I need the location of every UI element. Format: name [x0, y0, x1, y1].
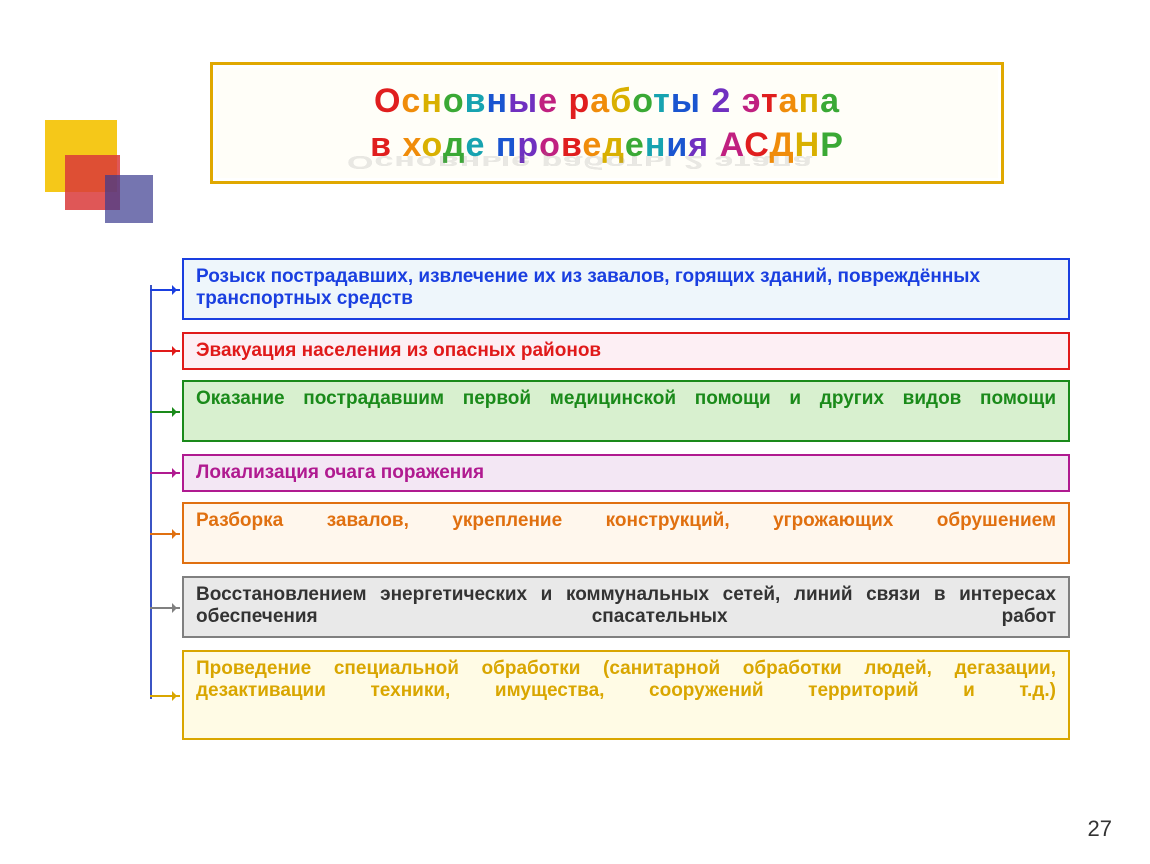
item-box-5: Разборка завалов, укрепление конструкций… [182, 502, 1070, 564]
connector-arrow-1 [150, 289, 180, 291]
connector-arrow-2 [150, 350, 180, 352]
connector-arrow-4 [150, 472, 180, 474]
connector-arrow-5 [150, 533, 180, 535]
title-reflection: Основные работы 2 этапа [210, 151, 950, 173]
item-box-2: Эвакуация населения из опасных районов [182, 332, 1070, 370]
title-line-1: Основные работы 2 этапа [237, 79, 977, 123]
connector-arrow-6 [150, 607, 180, 609]
item-box-1: Розыск пострадавших, извлечение их из за… [182, 258, 1070, 320]
connector-vertical-line [150, 285, 152, 699]
item-box-6: Восстановлением энергетических и коммуна… [182, 576, 1070, 638]
decor-purple-square [105, 175, 153, 223]
item-box-3: Оказание пострадавшим первой медицинской… [182, 380, 1070, 442]
connector-arrow-7 [150, 695, 180, 697]
page: Основные работы 2 этапа в ходе проведени… [0, 0, 1150, 864]
connector-arrow-3 [150, 411, 180, 413]
item-box-4: Локализация очага поражения [182, 454, 1070, 492]
page-number: 27 [1088, 816, 1112, 842]
item-box-7: Проведение специальной обработки (санита… [182, 650, 1070, 740]
